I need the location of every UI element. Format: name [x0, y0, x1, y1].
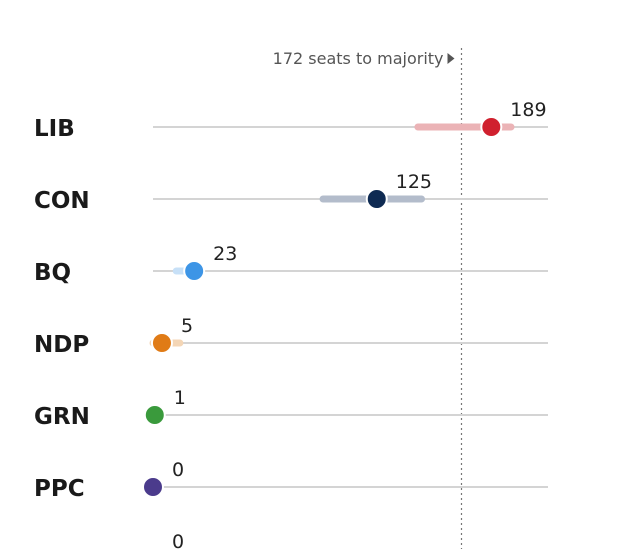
- seat-dot: [480, 116, 503, 138]
- majority-label: 172 seats to majority: [273, 49, 444, 68]
- party-row: 0: [148, 531, 184, 549]
- majority-arrow-icon: [447, 53, 455, 64]
- party-label: BQ: [34, 260, 71, 286]
- party-label: PPC: [34, 476, 85, 502]
- seat-value-label: 125: [396, 171, 432, 193]
- party-row: 125 CON: [34, 171, 548, 214]
- party-row: 23 BQ: [34, 243, 548, 286]
- seat-value-label: 0: [172, 459, 184, 481]
- majority-marker: 172 seats to majority: [273, 48, 463, 549]
- party-row: 0 PPC: [34, 459, 548, 502]
- party-row: 1 GRN: [34, 387, 548, 430]
- seat-value-label: 1: [174, 387, 186, 409]
- seat-value-label: 0: [172, 531, 184, 549]
- seat-value-label: 23: [213, 243, 237, 265]
- seat-dot: [365, 188, 388, 210]
- seat-value-label: 5: [181, 315, 193, 337]
- party-row: 189 LIB: [34, 99, 548, 142]
- party-label: NDP: [34, 332, 89, 358]
- party-label: LIB: [34, 116, 75, 142]
- seat-dot: [150, 332, 173, 354]
- party-rows: 189 LIB 125 CON 23 BQ 5 NDP 1 GRN 0 PPC 0: [34, 99, 548, 549]
- seat-dot: [142, 476, 164, 498]
- party-label: CON: [34, 188, 90, 214]
- party-row: 5 NDP: [34, 315, 548, 358]
- seat-dot: [183, 260, 206, 282]
- seat-dot: [143, 404, 166, 426]
- party-label: GRN: [34, 404, 90, 430]
- seat-value-label: 189: [510, 99, 546, 121]
